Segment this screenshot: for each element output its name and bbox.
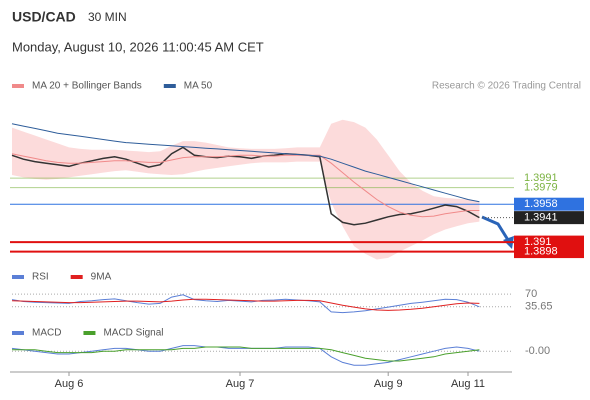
forecast-arrow <box>481 215 510 241</box>
level-label: 1.3991 <box>524 172 558 184</box>
y-tick-label: -0.00 <box>525 345 550 357</box>
y-tick-label: 35.65 <box>525 301 553 313</box>
series-line <box>11 294 480 314</box>
legend-swatch <box>70 275 83 279</box>
legend-swatch <box>83 331 96 335</box>
series-line <box>12 346 480 362</box>
y-tick-label: 70 <box>525 288 537 300</box>
level-label: 1.3958 <box>524 198 558 210</box>
legend-label: RSI <box>32 272 49 283</box>
datetime: Monday, August 10, 2026 11:00:45 AM CET <box>12 39 264 54</box>
series-line <box>11 153 480 218</box>
bollinger-band <box>12 119 480 260</box>
x-tick-label: Aug 6 <box>55 378 84 390</box>
legend-label: 9MA <box>91 272 112 283</box>
x-tick-label: Aug 9 <box>374 378 403 390</box>
timeframe: 30 MIN <box>88 10 127 24</box>
symbol: USD/CAD <box>12 9 76 25</box>
series-line <box>11 123 480 203</box>
level-label: 1.3941 <box>524 212 558 224</box>
series-line <box>11 345 480 366</box>
level-label-box <box>514 245 584 259</box>
legend-swatch <box>163 84 176 88</box>
legend-label: MACD <box>32 328 61 339</box>
legend-label: MACD Signal <box>103 328 163 339</box>
level-label: 1.3898 <box>524 245 558 257</box>
x-tick-label: Aug 11 <box>451 378 485 390</box>
level-label-box <box>514 197 584 211</box>
legend-swatch <box>12 84 24 88</box>
level-label-box <box>514 211 584 225</box>
legend-label: MA 50 <box>184 81 213 92</box>
series-line <box>11 298 480 311</box>
legend-swatch <box>12 331 24 335</box>
credit: Research © 2026 Trading Central <box>432 81 581 92</box>
level-label: 1.391 <box>524 236 552 248</box>
legend-label: MA 20 + Bollinger Bands <box>32 81 142 92</box>
level-label: 1.3979 <box>524 182 558 194</box>
x-tick-label: Aug 7 <box>226 378 255 390</box>
price-line <box>11 146 480 226</box>
legend-swatch <box>12 275 24 279</box>
